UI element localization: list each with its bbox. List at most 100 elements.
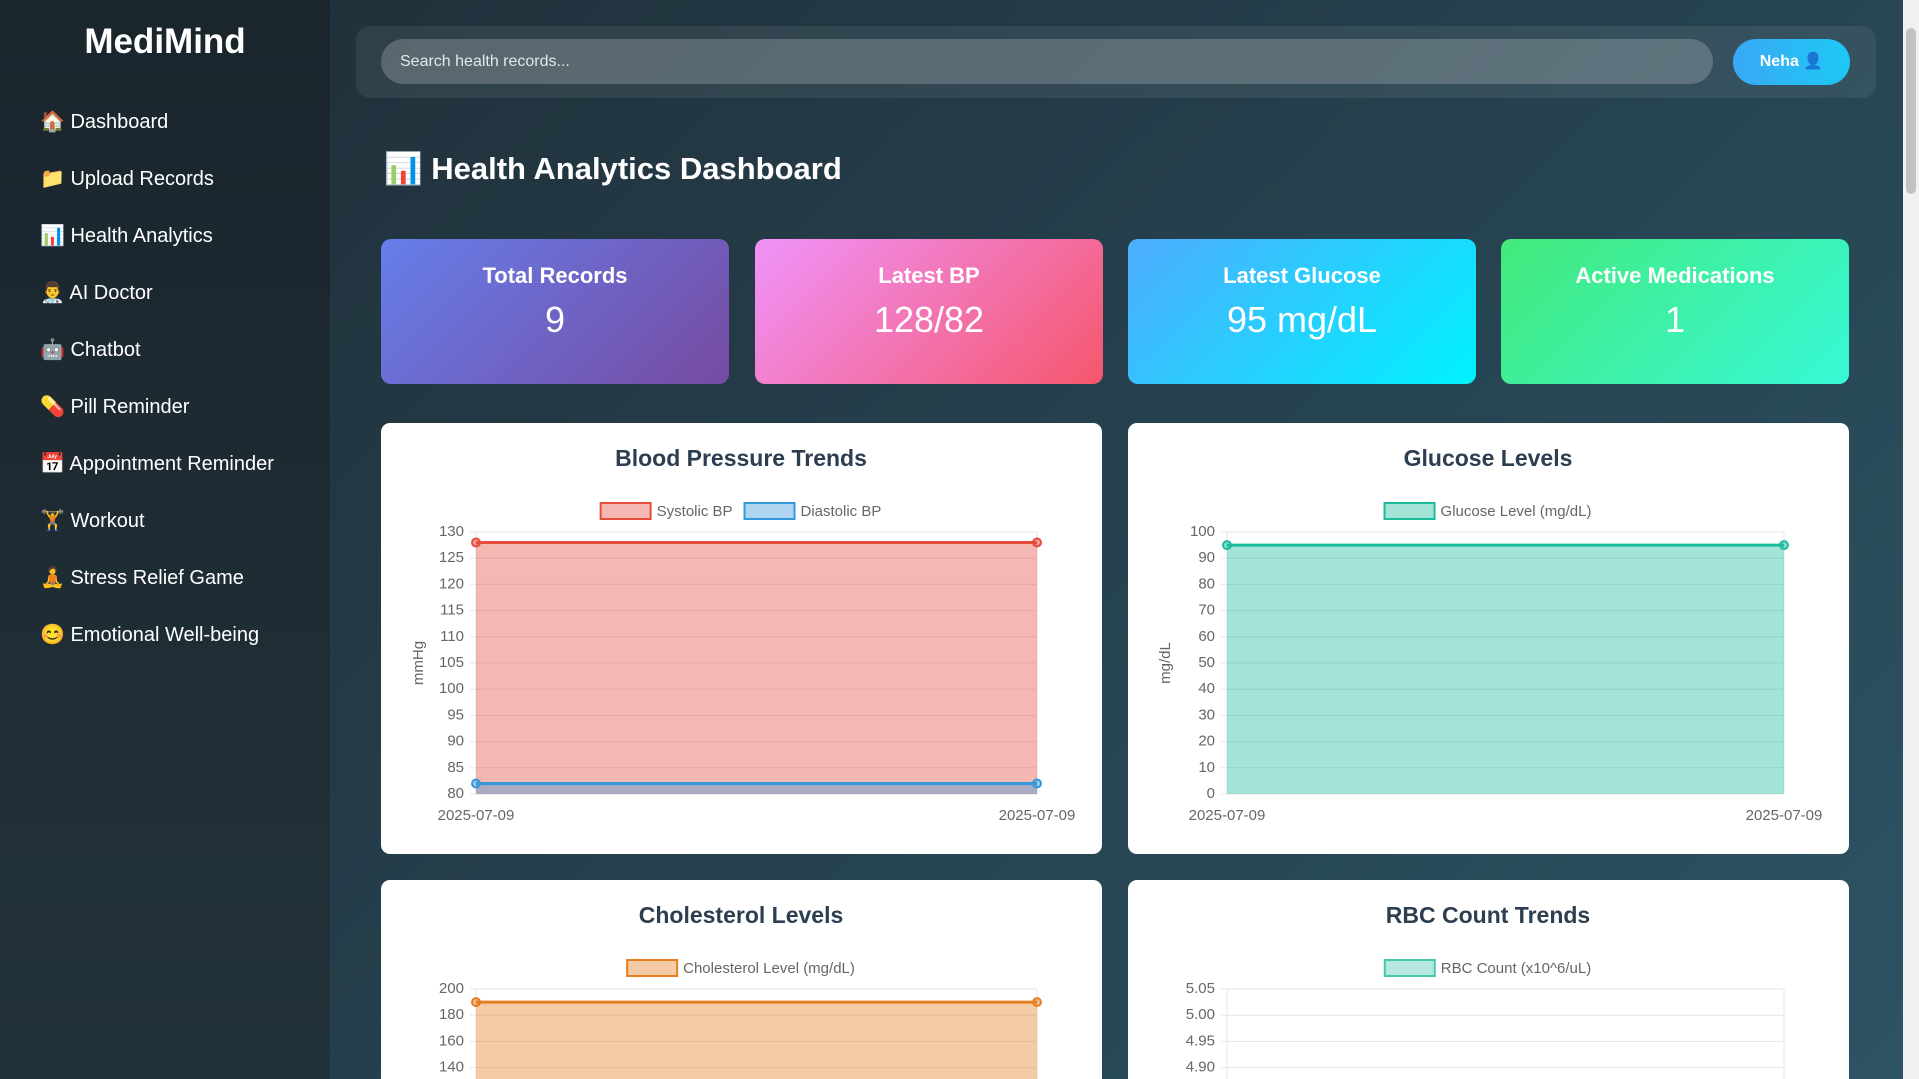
line-point: [1032, 778, 1042, 789]
x-tick-label: 2025-07-09: [1746, 807, 1823, 824]
y-tick-label: 10: [1198, 759, 1215, 776]
line-point: [1032, 997, 1042, 1008]
y-tick-label: 125: [439, 549, 464, 566]
stat-value: 95 mg/dL: [1226, 299, 1378, 340]
chart-card: Blood Pressure Trends Systolic BP Diastoli…: [381, 423, 1102, 854]
stat-value: 128/82: [873, 299, 985, 340]
line-area: [1227, 545, 1784, 794]
y-axis-label: mg/dL: [1157, 642, 1174, 684]
line-point: [1779, 540, 1789, 551]
y-tick-label: 85: [447, 759, 464, 776]
chart-title: Glucose Levels: [1404, 445, 1573, 471]
nav-item[interactable]: 📁 Upload Records: [40, 168, 214, 190]
y-tick-label: 180: [439, 1006, 464, 1023]
y-tick-label: 40: [1198, 680, 1215, 697]
chart-title: Blood Pressure Trends: [615, 445, 867, 471]
y-tick-label: 20: [1198, 733, 1215, 750]
x-tick-label: 2025-07-09: [438, 807, 515, 824]
y-tick-label: 105: [439, 654, 464, 671]
stat-label: Total Records: [482, 263, 628, 288]
chart-card: Glucose Levels Glucose Level (mg/dL) mg/dL…: [1128, 423, 1849, 854]
y-tick-label: 60: [1198, 628, 1215, 645]
line-point: [471, 537, 481, 548]
chart-card: Cholesterol Levels Cholesterol Level (mg/…: [381, 880, 1102, 1079]
line-area: [476, 783, 1037, 794]
x-tick-label: 2025-07-09: [1189, 807, 1266, 824]
y-tick-label: 4.90: [1186, 1059, 1215, 1076]
y-tick-label: 120: [439, 575, 464, 592]
y-tick-label: 130: [439, 523, 464, 540]
page-title: 📊 Health Analytics Dashboard: [384, 151, 842, 186]
legend-label: Cholesterol Level (mg/dL): [683, 960, 855, 977]
y-tick-label: 100: [1190, 523, 1215, 540]
stat-card: Active Medications 1: [1501, 239, 1849, 384]
y-tick-label: 160: [439, 1032, 464, 1049]
legend-label: Diastolic BP: [801, 503, 882, 520]
y-tick-label: 80: [447, 785, 464, 802]
search-input[interactable]: Search health records...: [381, 39, 1713, 84]
y-tick-label: 95: [447, 706, 464, 723]
y-tick-label: 110: [440, 628, 464, 645]
line-area: [476, 542, 1037, 794]
scrollbar[interactable]: [1903, 0, 1919, 1079]
line-point: [1032, 537, 1042, 548]
stat-card: Latest BP 128/82: [755, 239, 1103, 384]
y-tick-label: 90: [1198, 549, 1215, 566]
nav-item[interactable]: 🏋️ Workout: [40, 510, 145, 532]
top-bar: [356, 26, 1876, 98]
chart: Glucose Levels Glucose Level (mg/dL) mg/dL…: [1157, 445, 1823, 824]
y-axis-label: mmHg: [410, 641, 427, 685]
stat-card: Total Records 9: [381, 239, 729, 384]
y-tick-label: 70: [1198, 602, 1215, 619]
chart-title: Cholesterol Levels: [639, 902, 844, 928]
stat-value: 9: [544, 299, 566, 340]
legend-swatch: [743, 502, 796, 520]
y-tick-label: 140: [439, 1059, 464, 1076]
y-tick-label: 200: [439, 980, 464, 997]
x-tick-label: 2025-07-09: [999, 807, 1076, 824]
stat-card: Latest Glucose 95 mg/dL: [1128, 239, 1476, 384]
y-tick-label: 80: [1198, 575, 1215, 592]
scroll-thumb[interactable]: [1906, 28, 1916, 194]
line-point: [471, 997, 481, 1008]
y-tick-label: 50: [1198, 654, 1215, 671]
chart-title: RBC Count Trends: [1386, 902, 1590, 928]
nav-item[interactable]: 📅 Appointment Reminder: [40, 453, 274, 475]
y-tick-label: 90: [447, 733, 464, 750]
y-tick-label: 30: [1198, 706, 1215, 723]
stat-value: 1: [1664, 299, 1686, 340]
nav-item[interactable]: 📊 Health Analytics: [40, 225, 213, 247]
brand: MediMind: [84, 22, 246, 61]
stat-label: Latest Glucose: [1223, 263, 1381, 288]
stat-label: Active Medications: [1575, 263, 1775, 288]
y-tick-label: 0: [1207, 785, 1215, 802]
legend-swatch: [599, 502, 652, 520]
nav-item[interactable]: 🧘 Stress Relief Game: [40, 567, 244, 589]
legend-label: Glucose Level (mg/dL): [1441, 503, 1592, 520]
nav-item[interactable]: 💊 Pill Reminder: [40, 396, 190, 418]
chart: Blood Pressure Trends Systolic BP Diastoli…: [410, 445, 1076, 824]
legend-swatch: [1383, 959, 1436, 977]
y-tick-label: 100: [439, 680, 464, 697]
user-button[interactable]: Neha 👤: [1733, 39, 1850, 85]
y-tick-label: 4.95: [1186, 1032, 1215, 1049]
chart: Cholesterol Levels Cholesterol Level (mg/…: [439, 902, 1042, 1079]
legend-swatch: [1383, 502, 1436, 520]
stat-label: Latest BP: [878, 263, 980, 288]
nav-item[interactable]: 😊 Emotional Well-being: [40, 624, 260, 646]
chart-card: RBC Count Trends RBC Count (x10^6/uL) 4.90…: [1128, 880, 1849, 1079]
y-tick-label: 5.00: [1186, 1006, 1215, 1023]
legend-label: Systolic BP: [657, 503, 733, 520]
y-tick-label: 115: [440, 602, 464, 619]
line-point: [1222, 540, 1232, 551]
chart: RBC Count Trends RBC Count (x10^6/uL) 4.90…: [1186, 902, 1785, 1079]
line-point: [471, 778, 481, 789]
line-area: [476, 1002, 1037, 1079]
nav-item[interactable]: 👨‍⚕️ AI Doctor: [40, 282, 153, 304]
y-tick-label: 5.05: [1186, 980, 1215, 997]
sidebar: MediMind 🏠 Dashboard 📁 Upload Records 📊 He…: [0, 0, 330, 1079]
nav-item[interactable]: 🤖 Chatbot: [40, 339, 141, 361]
nav-item[interactable]: 🏠 Dashboard: [40, 111, 169, 133]
legend-swatch: [626, 959, 679, 977]
